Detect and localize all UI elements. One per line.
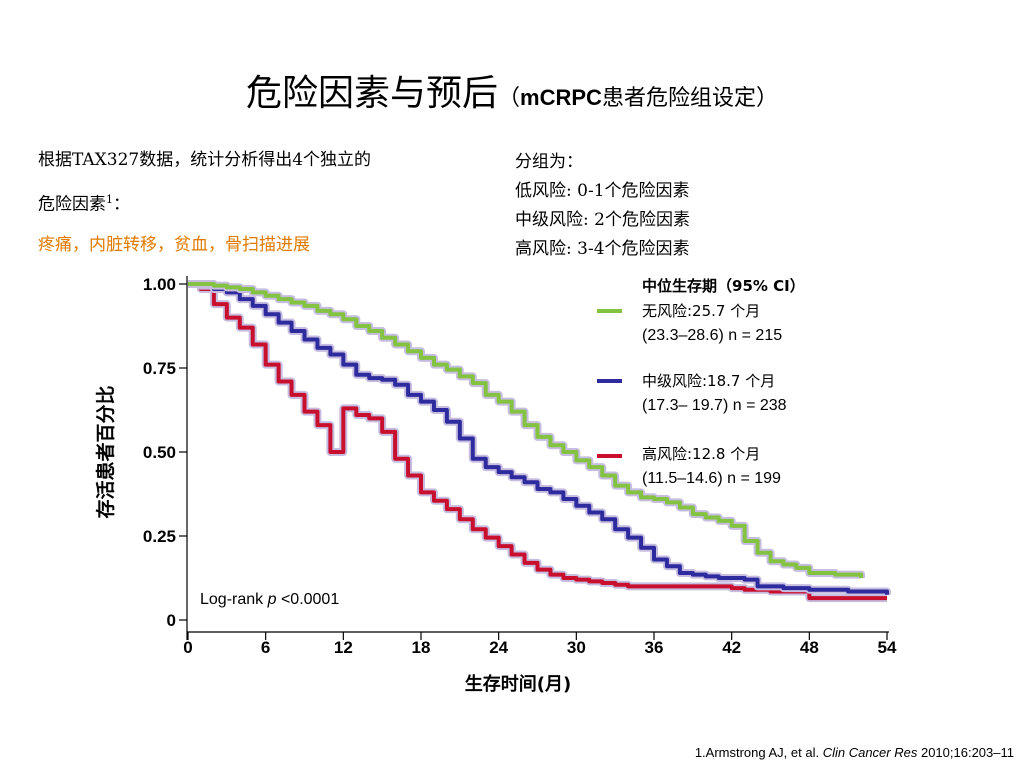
ref-journal: Clin Cancer Res <box>822 745 918 760</box>
ref-suffix: 2010;16:203–11 <box>917 745 1014 760</box>
y-tick-label: 0.25 <box>143 527 176 546</box>
legend-low-name: 无风险:25.7 个月 <box>642 302 760 320</box>
x-tick-label: 36 <box>645 638 664 657</box>
y-tick-label: 0.75 <box>143 359 176 378</box>
logrank-prefix: Log-rank <box>200 591 268 608</box>
legend-low-ci: (23.3–28.6) n = 215 <box>642 327 782 344</box>
series-layer <box>188 280 891 603</box>
title-subtitle: （mCRPC患者危险组设定） <box>498 85 778 111</box>
x-tick-label: 12 <box>334 638 353 657</box>
left-line-2-tail: ： <box>113 194 130 215</box>
slide-title: 危险因素与预后（mCRPC患者危险组设定） <box>0 72 1024 121</box>
left-line-2: 危险因素1： <box>38 180 478 225</box>
group-definition-text: 分组为： 低风险: 0-1个危险因素 中级风险: 2个危险因素 高风险: 3-4… <box>515 148 815 264</box>
x-tick-label: 6 <box>261 638 270 657</box>
series-line-2 <box>188 282 887 601</box>
legend-mid-name: 中级风险:18.7 个月 <box>642 372 775 390</box>
risk-factor-list: 疼痛，内脏转移，贫血，骨扫描进展 <box>38 234 310 255</box>
x-tick-label: 42 <box>722 638 741 657</box>
left-line-2-text: 危险因素 <box>38 194 106 215</box>
footnote-marker: 1 <box>106 193 113 206</box>
title-sub-bold: mCRPC <box>520 85 602 110</box>
group-low-risk: 低风险: 0-1个危险因素 <box>515 181 690 201</box>
logrank-annotation: Log-rank p <0.0001 <box>200 591 339 608</box>
group-mid-risk: 中级风险: 2个危险因素 <box>515 210 690 230</box>
group-high-risk: 高风险: 3-4个危险因素 <box>515 239 690 259</box>
x-tick-label: 54 <box>878 638 897 657</box>
ref-prefix: 1.Armstrong AJ, et al. <box>694 745 823 760</box>
left-line-1: 根据TAX327数据，统计分析得出4个独立的 <box>38 150 372 170</box>
groups-heading: 分组为： <box>515 152 583 172</box>
series-line-0 <box>188 282 864 578</box>
title-sub-rest: 患者危险组设定） <box>601 86 778 111</box>
y-axis-label: 存活患者百分比 <box>94 385 117 518</box>
x-tick-label: 24 <box>489 638 508 657</box>
x-tick-label: 48 <box>800 638 819 657</box>
title-paren-open: （ <box>498 86 521 111</box>
legend-mid-ci: (17.3– 19.7) n = 238 <box>642 397 787 414</box>
logrank-suffix: <0.0001 <box>277 591 340 608</box>
risk-factor-text: 根据TAX327数据，统计分析得出4个独立的 危险因素1： 疼痛，内脏转移，贫血… <box>38 140 478 265</box>
y-tick-label: 0 <box>167 611 176 630</box>
logrank-p: p <box>267 591 277 608</box>
legend-title: 中位生存期（95% CI） <box>642 277 805 295</box>
reference-footnote: 1.Armstrong AJ, et al. Clin Cancer Res 2… <box>0 745 1014 760</box>
legend: 中位生存期（95% CI） 无风险:25.7 个月 (23.3–28.6) n … <box>597 277 805 487</box>
legend-high-ci: (11.5–14.6) n = 199 <box>642 470 781 487</box>
x-tick-label: 18 <box>412 638 431 657</box>
legend-high-name: 高风险:12.8 个月 <box>642 445 760 463</box>
x-axis-label: 生存时间(月) <box>465 673 571 695</box>
axes-layer: 0 0.25 0.50 0.75 1.00 0 6 12 18 24 30 36 42 48 54 <box>143 275 897 657</box>
title-main: 危险因素与预后 <box>246 73 499 114</box>
series-line-1 <box>188 282 889 595</box>
x-tick-label: 30 <box>567 638 586 657</box>
x-tick-label: 0 <box>183 638 192 657</box>
y-tick-label: 1.00 <box>143 275 176 294</box>
y-tick-label: 0.50 <box>143 443 176 462</box>
